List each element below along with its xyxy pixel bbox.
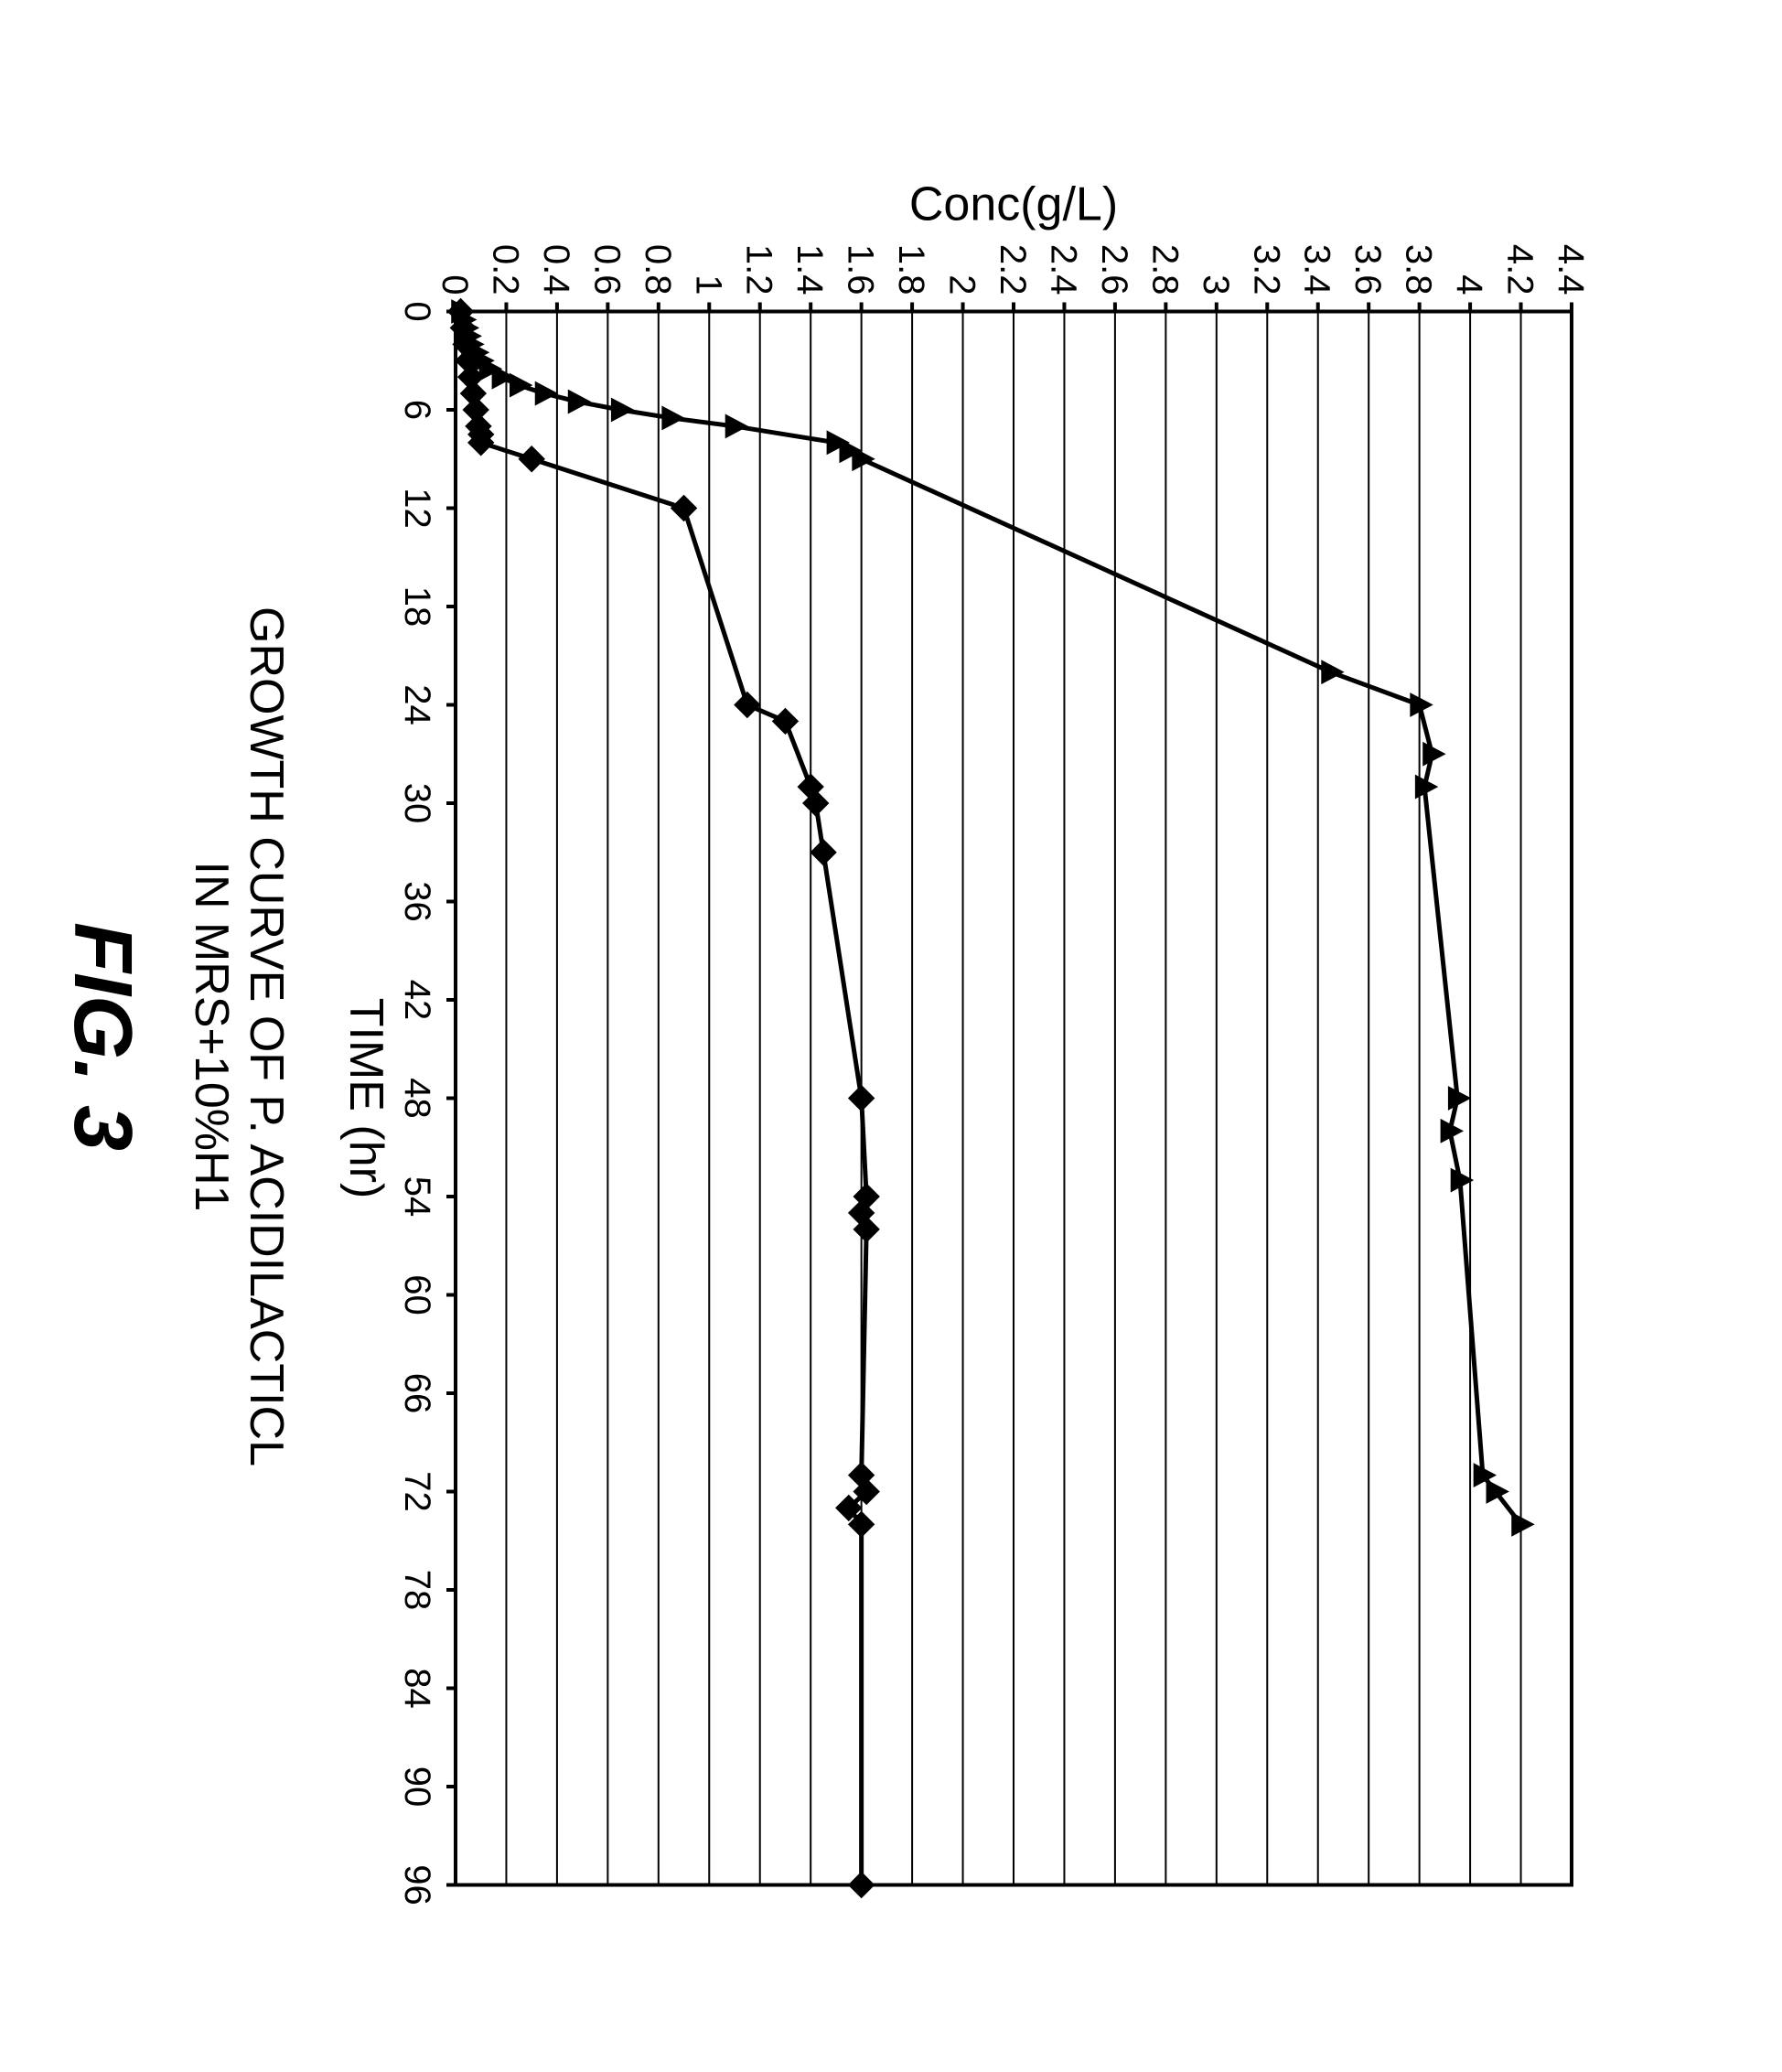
svg-text:60: 60 — [397, 1274, 437, 1315]
svg-text:Conc(g/L): Conc(g/L) — [909, 177, 1118, 231]
svg-text:72: 72 — [397, 1471, 437, 1512]
caption-line-1: GROWTH CURVE OF P. ACIDILACTICL — [240, 606, 293, 1465]
svg-text:54: 54 — [397, 1176, 437, 1217]
svg-text:3.2: 3.2 — [1246, 243, 1286, 295]
svg-text:42: 42 — [397, 979, 437, 1020]
growth-curve-chart: 0612182430364248546066727884909600.20.40… — [318, 183, 1599, 1921]
svg-text:TIME (hr): TIME (hr) — [339, 997, 392, 1198]
svg-text:3.4: 3.4 — [1297, 243, 1337, 295]
figure-label: FIG. 3 — [55, 921, 149, 1150]
svg-text:0.6: 0.6 — [586, 243, 627, 295]
svg-text:2.4: 2.4 — [1043, 243, 1083, 295]
svg-text:1.2: 1.2 — [739, 243, 779, 295]
svg-text:4.4: 4.4 — [1551, 243, 1591, 295]
svg-text:0: 0 — [397, 301, 437, 321]
chart-caption: GROWTH CURVE OF P. ACIDILACTICL IN MRS+1… — [183, 606, 293, 1465]
svg-text:2.8: 2.8 — [1144, 243, 1185, 295]
svg-text:78: 78 — [397, 1569, 437, 1610]
caption-line-2: IN MRS+10%H1 — [185, 861, 238, 1211]
svg-text:0: 0 — [435, 274, 475, 295]
svg-text:2: 2 — [942, 274, 982, 295]
svg-text:18: 18 — [397, 585, 437, 627]
svg-text:2.2: 2.2 — [993, 243, 1033, 295]
svg-text:3.6: 3.6 — [1347, 243, 1388, 295]
svg-text:66: 66 — [397, 1372, 437, 1413]
svg-text:24: 24 — [397, 684, 437, 725]
svg-text:1.6: 1.6 — [841, 243, 881, 295]
svg-text:30: 30 — [397, 782, 437, 823]
svg-text:1: 1 — [688, 274, 728, 295]
svg-text:1.4: 1.4 — [789, 243, 830, 295]
svg-text:96: 96 — [397, 1864, 437, 1906]
chart-wrap: 0612182430364248546066727884909600.20.40… — [318, 183, 1599, 1921]
svg-text:1.8: 1.8 — [891, 243, 931, 295]
svg-text:3: 3 — [1196, 274, 1236, 295]
svg-text:6: 6 — [397, 399, 437, 419]
svg-text:84: 84 — [397, 1668, 437, 1709]
svg-text:90: 90 — [397, 1766, 437, 1807]
svg-text:0.4: 0.4 — [536, 243, 576, 295]
svg-text:4: 4 — [1449, 274, 1489, 295]
svg-text:3.8: 3.8 — [1399, 243, 1439, 295]
svg-text:48: 48 — [397, 1078, 437, 1119]
rotated-figure-container: 0612182430364248546066727884909600.20.40… — [0, 0, 1782, 2072]
svg-text:36: 36 — [397, 881, 437, 922]
svg-text:0.2: 0.2 — [485, 243, 525, 295]
svg-text:2.6: 2.6 — [1094, 243, 1134, 295]
svg-text:12: 12 — [397, 488, 437, 529]
svg-text:4.2: 4.2 — [1500, 243, 1540, 295]
svg-text:0.8: 0.8 — [638, 243, 678, 295]
